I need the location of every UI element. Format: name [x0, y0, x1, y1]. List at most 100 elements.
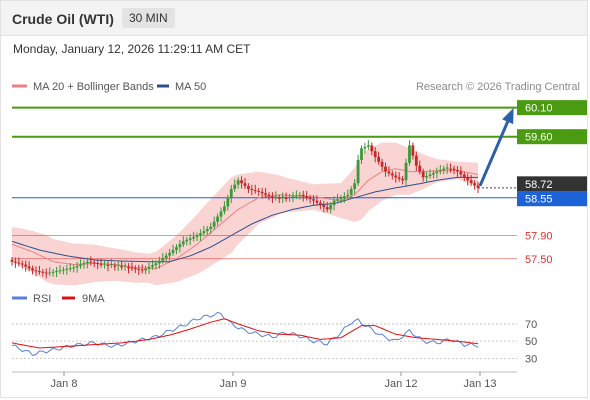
- legend-label-ma50: MA 50: [175, 81, 206, 93]
- candle-body: [130, 267, 134, 269]
- level-box-59.60: [517, 129, 587, 145]
- candle-body: [294, 195, 298, 197]
- candle-body: [181, 241, 185, 245]
- level-label-60.10: 60.10: [525, 103, 553, 115]
- candle-body: [418, 165, 422, 172]
- candle-body: [449, 168, 452, 170]
- candle-body: [442, 168, 446, 171]
- candle-body: [236, 180, 240, 185]
- candle-body: [20, 263, 24, 265]
- candle-body: [452, 168, 456, 171]
- x-tick-label: Jan 9: [220, 378, 247, 390]
- candle-body: [223, 206, 226, 212]
- candle-body: [61, 269, 65, 271]
- x-tick-label: Jan 13: [463, 378, 496, 390]
- candle-body: [363, 146, 367, 149]
- candle-body: [113, 265, 117, 267]
- candle-body: [48, 272, 52, 274]
- rsi-tick-50: 50: [525, 336, 537, 348]
- candle-body: [466, 177, 470, 181]
- candle-body: [240, 180, 243, 184]
- candle-body: [79, 264, 82, 267]
- candle-body: [421, 171, 425, 178]
- candle-body: [199, 233, 202, 236]
- candle-body: [247, 186, 250, 189]
- level-box-58.72: [517, 176, 587, 192]
- candle-body: [185, 239, 189, 242]
- ma50-line: [11, 176, 478, 263]
- level-label-58.72: 58.72: [525, 179, 553, 191]
- x-tick-label: Jan 12: [384, 378, 417, 390]
- rsi-line: [11, 311, 479, 356]
- candle-body: [336, 199, 339, 201]
- level-box-58.55: [517, 191, 587, 207]
- candle-body: [322, 204, 326, 208]
- candle-body: [346, 194, 350, 197]
- candle-body: [14, 261, 17, 263]
- candle-body: [476, 185, 480, 188]
- candle-body: [178, 244, 182, 248]
- candle-body: [96, 263, 100, 265]
- candle-body: [250, 189, 254, 190]
- candle-body: [192, 236, 196, 239]
- rsi-tick-70: 70: [525, 319, 537, 331]
- candle-body: [387, 171, 391, 174]
- candle-body: [226, 197, 230, 207]
- candle-body: [462, 174, 466, 178]
- candle-body: [438, 170, 442, 172]
- candle-body: [243, 183, 247, 187]
- legend-label-ma20: MA 20 + Bollinger Bands: [33, 81, 154, 93]
- instrument-title: Crude Oil (WTI): [12, 11, 114, 27]
- candle-body: [288, 196, 291, 198]
- candle-body: [216, 216, 219, 222]
- candle-body: [253, 189, 257, 191]
- candle-body: [312, 199, 315, 201]
- candle-body: [27, 266, 31, 269]
- candle-body: [349, 189, 353, 195]
- candle-body: [34, 270, 38, 272]
- candle-body: [123, 265, 127, 267]
- level-label-58.55: 58.55: [525, 194, 553, 206]
- candle-body: [435, 171, 439, 174]
- candle-body: [164, 255, 168, 259]
- rsi-tick-30: 30: [525, 353, 537, 365]
- candle-body: [329, 204, 333, 210]
- candle-body: [55, 271, 58, 273]
- candle-body: [411, 145, 415, 156]
- candle-body: [404, 162, 408, 181]
- candle-body: [116, 264, 120, 266]
- candle-body: [425, 175, 429, 178]
- chart-datetime: Monday, January 12, 2026 11:29:11 AM CET: [13, 42, 251, 56]
- candle-body: [99, 263, 103, 265]
- candle-body: [301, 194, 305, 197]
- candle-body: [318, 202, 322, 205]
- candle-body: [65, 268, 69, 270]
- legend-label-rsi: RSI: [33, 293, 51, 305]
- candle-body: [332, 200, 336, 205]
- candle-body: [229, 189, 233, 198]
- candle-body: [10, 259, 14, 262]
- bollinger-band: [12, 142, 478, 286]
- candle-body: [75, 266, 79, 268]
- candle-body: [264, 193, 267, 195]
- candle-body: [356, 159, 360, 184]
- candle-body: [202, 231, 206, 234]
- candle-body: [137, 268, 141, 270]
- candle-body: [305, 196, 309, 198]
- candle-body: [92, 262, 96, 264]
- research-credit: Research © 2026 Trading Central: [416, 81, 580, 93]
- candle-body: [281, 196, 285, 198]
- candle-body: [298, 194, 302, 196]
- candle-body: [144, 268, 148, 271]
- candle-body: [219, 211, 223, 217]
- candle-body: [51, 271, 55, 273]
- candle-body: [171, 250, 175, 253]
- timeframe-badge[interactable]: 30 MIN: [122, 8, 175, 28]
- level-label-57.50: 57.50: [525, 254, 553, 266]
- candle-body: [133, 268, 137, 270]
- legend-label-9ma: 9MA: [82, 293, 105, 305]
- candle-body: [414, 155, 418, 166]
- candle-body: [31, 268, 34, 271]
- candle-body: [140, 269, 144, 271]
